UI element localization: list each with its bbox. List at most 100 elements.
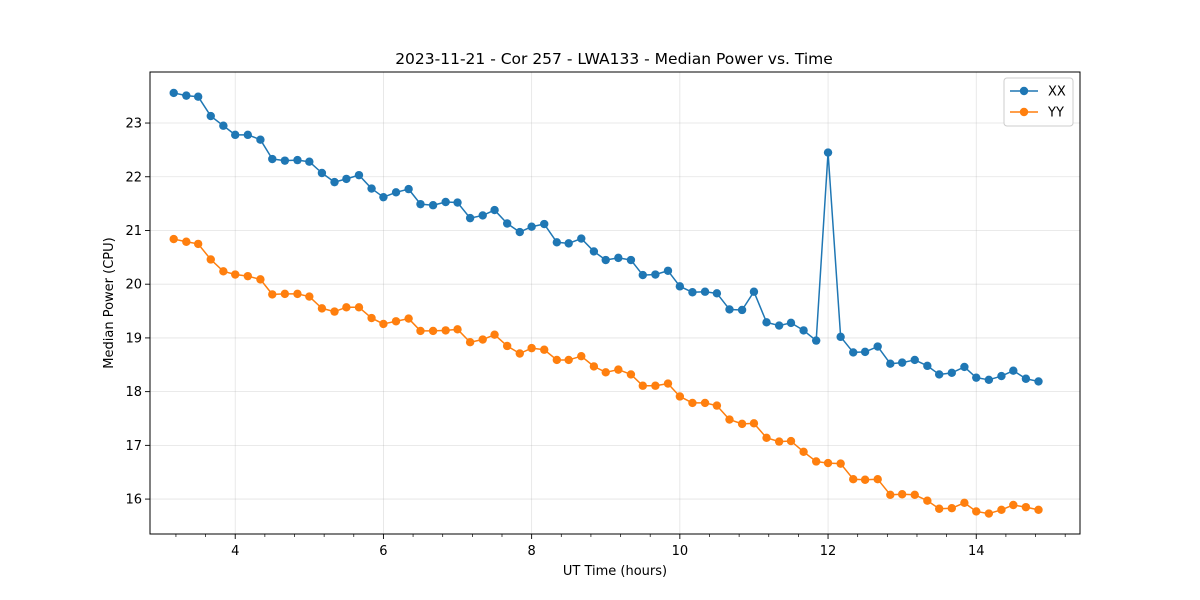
data-point-xx xyxy=(293,155,302,165)
data-point-xx xyxy=(465,213,475,223)
data-point-xx xyxy=(577,234,586,243)
legend-marker-yy xyxy=(1019,107,1029,117)
data-point-xx xyxy=(762,318,771,327)
data-point-yy xyxy=(923,496,932,505)
data-point-yy xyxy=(700,398,710,408)
data-point-yy xyxy=(342,303,351,312)
y-tick-label: 20 xyxy=(125,278,142,293)
data-point-xx xyxy=(540,219,549,229)
data-point-xx xyxy=(280,156,290,165)
chart-title: 2023-11-21 - Cor 257 - LWA133 - Median P… xyxy=(395,50,833,68)
data-point-xx xyxy=(193,92,203,101)
data-point-yy xyxy=(873,475,882,484)
data-point-xx xyxy=(453,198,462,207)
data-point-yy xyxy=(799,447,808,457)
data-point-yy xyxy=(169,234,178,244)
data-point-xx xyxy=(873,342,882,351)
data-point-xx xyxy=(836,332,845,342)
data-point-yy xyxy=(910,490,919,499)
data-point-xx xyxy=(490,205,499,215)
data-point-xx xyxy=(268,154,277,164)
data-point-xx xyxy=(947,368,957,378)
y-tick-label: 16 xyxy=(125,493,142,508)
data-point-xx xyxy=(416,199,425,209)
data-point-yy xyxy=(601,368,610,377)
plot-series xyxy=(169,88,1043,518)
data-point-xx xyxy=(749,287,759,296)
data-point-yy xyxy=(453,325,462,334)
data-point-xx xyxy=(206,111,215,121)
data-point-yy xyxy=(379,319,388,329)
data-point-yy xyxy=(268,290,277,299)
data-point-yy xyxy=(626,370,636,379)
data-point-xx xyxy=(305,157,314,166)
legend: XX YY xyxy=(1003,77,1074,127)
data-point-xx xyxy=(910,355,919,365)
data-point-yy xyxy=(589,362,599,371)
data-point-yy xyxy=(972,507,981,516)
data-point-xx xyxy=(688,288,697,297)
axis-ticks: 4 6 8 10 12 14 16 17 18 19 20 21 22 23 xyxy=(125,117,1066,559)
data-point-xx xyxy=(441,197,450,207)
data-point-xx xyxy=(1021,374,1031,383)
data-point-yy xyxy=(823,458,833,468)
data-point-xx xyxy=(675,282,685,291)
data-point-yy xyxy=(651,381,660,390)
y-tick-label: 23 xyxy=(125,117,142,132)
y-tick-label: 17 xyxy=(125,439,142,454)
data-point-xx xyxy=(552,238,562,247)
data-point-yy xyxy=(577,351,586,361)
data-point-yy xyxy=(836,459,845,468)
data-point-xx xyxy=(527,222,536,231)
data-point-yy xyxy=(712,401,722,410)
data-point-xx xyxy=(564,239,573,248)
data-point-xx xyxy=(404,184,413,194)
data-point-yy xyxy=(886,490,895,499)
data-point-xx xyxy=(1009,366,1018,375)
data-point-yy xyxy=(1034,505,1043,515)
data-point-yy xyxy=(305,292,314,301)
x-tick-label: 14 xyxy=(968,544,985,559)
data-point-xx xyxy=(935,370,944,379)
x-tick-label: 4 xyxy=(231,544,239,559)
data-point-xx xyxy=(367,184,376,193)
y-tick-label: 22 xyxy=(125,170,142,185)
data-point-yy xyxy=(849,475,858,484)
data-point-xx xyxy=(960,362,969,372)
data-point-yy xyxy=(527,343,536,353)
data-point-yy xyxy=(391,317,401,326)
data-point-yy xyxy=(786,436,796,446)
y-axis-label: Median Power (CPU) xyxy=(102,237,117,368)
data-point-yy xyxy=(614,365,623,374)
data-point-yy xyxy=(663,379,673,388)
data-point-yy xyxy=(293,289,302,299)
data-point-yy xyxy=(243,271,253,281)
data-point-yy xyxy=(960,498,969,508)
x-tick-label: 12 xyxy=(820,544,837,559)
data-point-xx xyxy=(984,375,994,385)
data-point-yy xyxy=(749,419,759,428)
data-point-xx xyxy=(712,289,722,298)
data-point-yy xyxy=(1021,502,1031,512)
data-point-yy xyxy=(638,381,647,390)
data-point-yy xyxy=(367,313,376,323)
data-point-xx xyxy=(391,188,401,197)
data-point-yy xyxy=(330,307,339,316)
data-point-xx xyxy=(725,305,734,314)
data-point-xx xyxy=(663,266,673,275)
data-point-xx xyxy=(342,174,351,184)
data-point-xx xyxy=(997,371,1006,381)
data-point-yy xyxy=(984,509,994,518)
data-point-xx xyxy=(799,326,808,335)
data-point-yy xyxy=(564,355,573,365)
data-point-yy xyxy=(1009,500,1018,510)
data-point-yy xyxy=(404,314,413,323)
data-point-xx xyxy=(700,287,710,296)
data-point-yy xyxy=(441,326,450,335)
data-point-yy xyxy=(675,392,685,401)
data-point-yy xyxy=(206,255,215,264)
data-point-xx xyxy=(330,177,339,187)
data-point-yy xyxy=(502,341,512,351)
data-point-xx xyxy=(638,270,647,280)
